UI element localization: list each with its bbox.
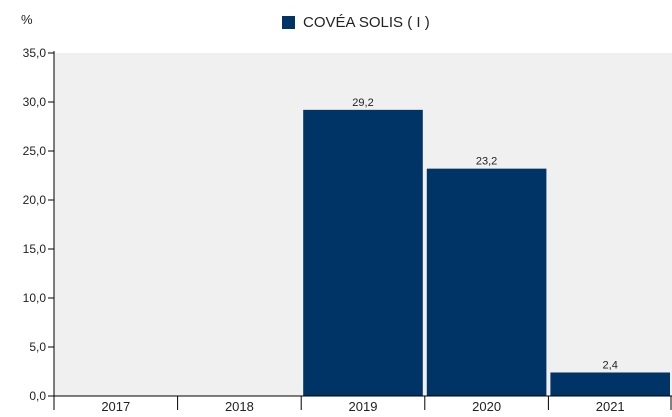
x-tick-label: 2019 [349,399,378,412]
y-tick-label: 20,0 [23,193,47,207]
x-tick-label: 2020 [472,399,501,412]
y-tick-label: 10,0 [23,291,47,305]
y-tick-label: 15,0 [23,242,47,256]
bar [550,372,670,396]
y-tick-label: 0,0 [29,389,46,403]
x-tick-label: 2018 [225,399,254,412]
bar [303,109,423,396]
legend: COVÉA SOLIS ( I ) [282,14,430,31]
data-label: 2,4 [603,359,618,371]
y-tick-label: 35,0 [23,46,47,60]
y-tick-label: 25,0 [23,144,47,158]
legend-label: COVÉA SOLIS ( I ) [303,14,430,31]
bar [426,168,547,396]
legend-swatch [282,16,295,29]
data-label: 29,2 [352,97,373,109]
y-axis-unit-label: % [21,12,33,27]
y-tick-label: 30,0 [23,95,47,109]
x-tick-label: 2021 [596,399,625,412]
data-label: 23,2 [476,156,497,168]
x-tick-label: 2017 [101,399,130,412]
y-tick-label: 5,0 [29,340,46,354]
